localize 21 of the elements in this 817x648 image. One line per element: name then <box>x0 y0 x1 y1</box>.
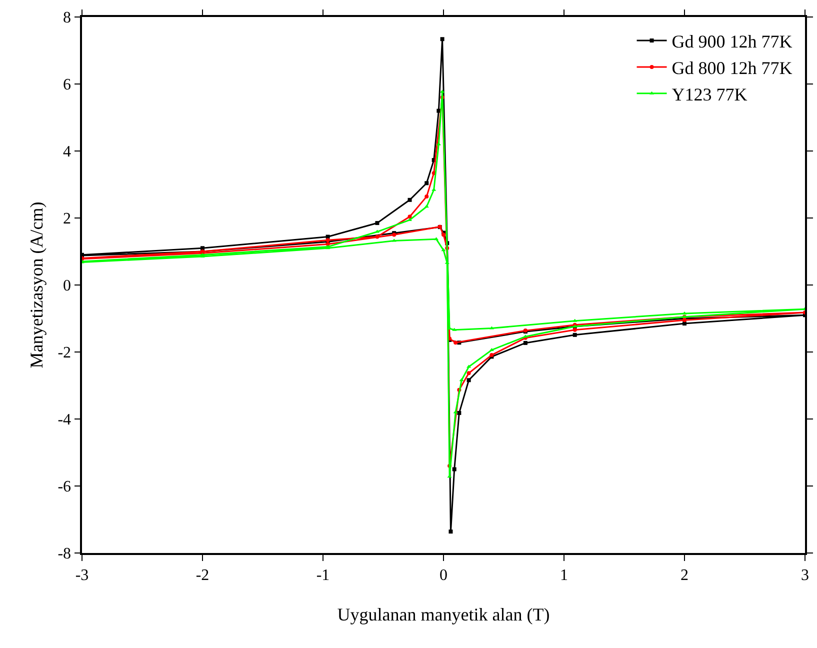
legend-label: Gd 800 12h 77K <box>672 58 792 78</box>
x-axis-title: Uygulanan manyetik alan (T) <box>337 604 550 625</box>
x-tick-label: -1 <box>316 566 330 584</box>
y-tick-label: -2 <box>58 344 72 362</box>
y-tick-label: 2 <box>63 210 72 228</box>
y-axis-title: Manyetizasyon (A/cm) <box>26 202 46 368</box>
legend-label: Gd 900 12h 77K <box>672 32 792 52</box>
y-tick-label: 4 <box>63 144 72 161</box>
y-tick-label: 8 <box>63 10 72 27</box>
y-tick-label: 0 <box>63 278 72 295</box>
x-tick-label: 2 <box>680 566 688 584</box>
x-tick-label: 3 <box>801 566 809 584</box>
legend-label: Y123 77K <box>672 84 748 104</box>
x-tick-label: 0 <box>440 566 448 584</box>
x-tick-label: 1 <box>560 566 568 584</box>
y-tick-label: -6 <box>58 478 72 496</box>
y-tick-label: -8 <box>58 546 72 563</box>
y-tick-label: -4 <box>58 412 72 429</box>
y-tick-label: 6 <box>63 76 72 94</box>
x-tick-label: -3 <box>75 566 89 584</box>
x-tick-label: -2 <box>196 566 210 584</box>
